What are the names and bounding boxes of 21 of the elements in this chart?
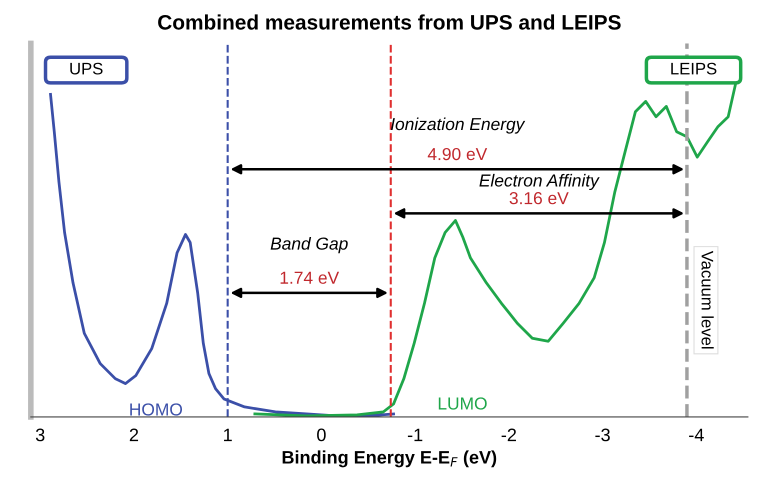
annotation: Electron Affinity [479,174,600,190]
x-tick-label: -3 [595,428,610,442]
x-tick-label: -4 [689,428,704,442]
annotation: 1.74 eV [280,272,340,284]
series-label: UPS [70,62,103,75]
annotation: 3.16 eV [510,192,569,204]
annotation: Ionization Energy [390,117,526,134]
x-tick-label: 0 [317,428,326,442]
x-tick-label: -1 [408,428,422,442]
series-label: LEIPS [671,62,716,75]
x-tick-label: 3 [36,428,44,442]
x-tick-label: 1 [224,428,232,442]
annotation: 4.90 eV [428,148,488,160]
chart-title: Combined measurements from UPS and LEIPS [158,14,621,30]
x-axis-title: Binding Energy E-E$_{F}$ (eV) [282,450,496,468]
annotation: HOMO [130,403,182,416]
x-tick-label: -2 [502,428,516,442]
annotation: Band Gap [270,237,348,254]
ref-line-label: Vacuum level [701,250,714,348]
x-tick-label: 2 [130,428,138,442]
annotation: LUMO [438,397,487,410]
